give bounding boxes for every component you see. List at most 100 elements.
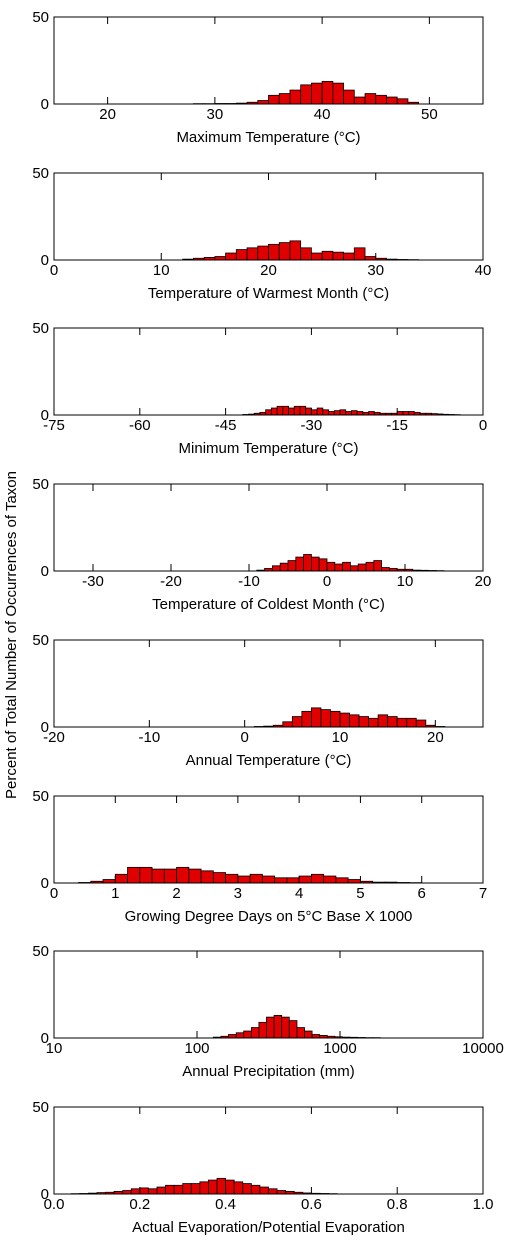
x-tick-label: 0.8 xyxy=(387,1196,408,1213)
x-tick-label: -60 xyxy=(129,417,151,434)
histogram-bar xyxy=(282,721,293,728)
histogram-bar xyxy=(396,411,404,416)
x-tick-label: 0 xyxy=(50,885,58,902)
x-axis-label: Temperature of Coldest Month (°C) xyxy=(152,596,385,613)
x-tick-label: 0.2 xyxy=(129,1196,150,1213)
histogram-bar xyxy=(199,1181,209,1195)
x-tick-label: 40 xyxy=(314,106,331,123)
histogram-bar xyxy=(321,250,334,261)
x-axis-label: Temperature of Warmest Month (°C) xyxy=(148,285,389,302)
histogram-bar xyxy=(242,1183,252,1195)
x-tick-label: 6 xyxy=(418,885,426,902)
histogram-bar xyxy=(368,411,375,416)
histogram-bar xyxy=(322,409,329,416)
x-tick-label: 20 xyxy=(99,106,116,123)
y-tick-label: 0 xyxy=(41,719,49,736)
histogram-bar xyxy=(310,556,320,572)
histogram-bar xyxy=(279,562,289,572)
histogram-bar xyxy=(386,96,398,105)
x-tick-label: 20 xyxy=(475,573,492,590)
histogram-bar xyxy=(258,1021,267,1039)
histogram-bar xyxy=(335,877,349,884)
histogram-bar xyxy=(122,1190,132,1195)
histogram-bar xyxy=(130,1188,141,1195)
histogram-bar xyxy=(368,717,379,728)
x-tick-label: 1000 xyxy=(323,1040,356,1057)
histogram-bar xyxy=(310,82,323,105)
histogram-bar xyxy=(373,560,382,572)
histogram-bar xyxy=(237,875,251,884)
histogram-panel-6: 0 1 2 3 4 5 6 7 0 50 Growing Degree Days on 5°C Ba… xyxy=(32,788,487,925)
x-tick-label: -20 xyxy=(160,573,182,590)
y-tick-label: 50 xyxy=(32,165,49,182)
histogram-bar xyxy=(268,243,280,261)
x-tick-label: 0 xyxy=(50,262,58,279)
histogram-bar xyxy=(377,714,389,728)
x-tick-label: -15 xyxy=(386,417,408,434)
histogram-bar xyxy=(257,100,269,105)
histogram-bar xyxy=(365,561,375,572)
y-tick-label: 50 xyxy=(32,476,49,493)
histogram-bar xyxy=(276,405,284,416)
histogram-bar xyxy=(281,1016,290,1039)
histogram-bar xyxy=(343,89,355,105)
histogram-bar xyxy=(402,411,410,416)
histogram-bar xyxy=(268,94,280,105)
histogram-bar xyxy=(208,1179,218,1195)
y-tick-label: 0 xyxy=(41,1030,49,1047)
y-tick-label: 50 xyxy=(32,1099,49,1116)
x-tick-label: 40 xyxy=(475,262,492,279)
histogram-bar xyxy=(250,1184,261,1195)
histogram-bar xyxy=(114,873,128,884)
x-tick-label: -10 xyxy=(138,729,160,746)
y-tick-label: 50 xyxy=(32,9,49,26)
histogram-bar xyxy=(147,1188,158,1195)
x-axis-label: Maximum Temperature (°C) xyxy=(176,129,360,146)
histogram-bar xyxy=(250,1027,260,1039)
x-axis-label: Minimum Temperature (°C) xyxy=(179,440,359,457)
histogram-bar xyxy=(139,1187,149,1195)
y-tick-label: 0 xyxy=(41,1186,49,1203)
histogram-bar xyxy=(235,249,248,261)
x-tick-label: 100 xyxy=(184,1040,209,1057)
histogram-bar xyxy=(259,1186,269,1195)
plot-frame xyxy=(53,1106,484,1195)
x-tick-label: 4 xyxy=(295,885,303,902)
histogram-bar xyxy=(321,80,334,105)
histogram-bar xyxy=(265,409,272,416)
histogram-bar xyxy=(165,1184,175,1195)
histogram-bar xyxy=(225,1179,235,1195)
histogram-bar xyxy=(176,866,190,884)
histogram-bar xyxy=(235,1032,245,1039)
x-tick-label: 3 xyxy=(234,885,242,902)
x-tick-label: 5 xyxy=(356,885,364,902)
histogram-bar xyxy=(310,873,325,884)
histogram-bar xyxy=(257,245,269,261)
x-tick-label: 10 xyxy=(153,262,170,279)
histogram-bar xyxy=(333,410,341,416)
histogram-bar xyxy=(415,719,427,728)
histogram-bar xyxy=(300,84,312,105)
x-axis-label: Annual Precipitation (mm) xyxy=(182,1063,355,1080)
histogram-bar xyxy=(261,875,276,884)
histogram-bar xyxy=(274,877,288,884)
histogram-bar xyxy=(216,1177,227,1195)
histogram-bar xyxy=(288,1020,298,1039)
histogram-bar xyxy=(271,565,281,572)
histogram-bar xyxy=(270,407,278,416)
plot-frame xyxy=(53,16,484,105)
histogram-bar xyxy=(347,879,361,884)
histogram-bar xyxy=(326,561,336,572)
histogram-bar xyxy=(273,1014,283,1039)
x-tick-label: 30 xyxy=(367,262,384,279)
histogram-bar xyxy=(291,716,303,728)
histogram-bar xyxy=(301,710,312,728)
x-tick-label: -30 xyxy=(82,573,104,590)
histogram-bar xyxy=(310,252,323,261)
histogram-bar xyxy=(332,82,344,105)
histogram-bar xyxy=(156,1186,166,1195)
y-tick-label: 0 xyxy=(41,252,49,269)
histogram-bar xyxy=(102,879,116,884)
histogram-panel-5: -20 -10 0 10 20 0 50 Annual Temperature (°C) xyxy=(32,632,484,769)
x-tick-label: 0 xyxy=(323,573,331,590)
